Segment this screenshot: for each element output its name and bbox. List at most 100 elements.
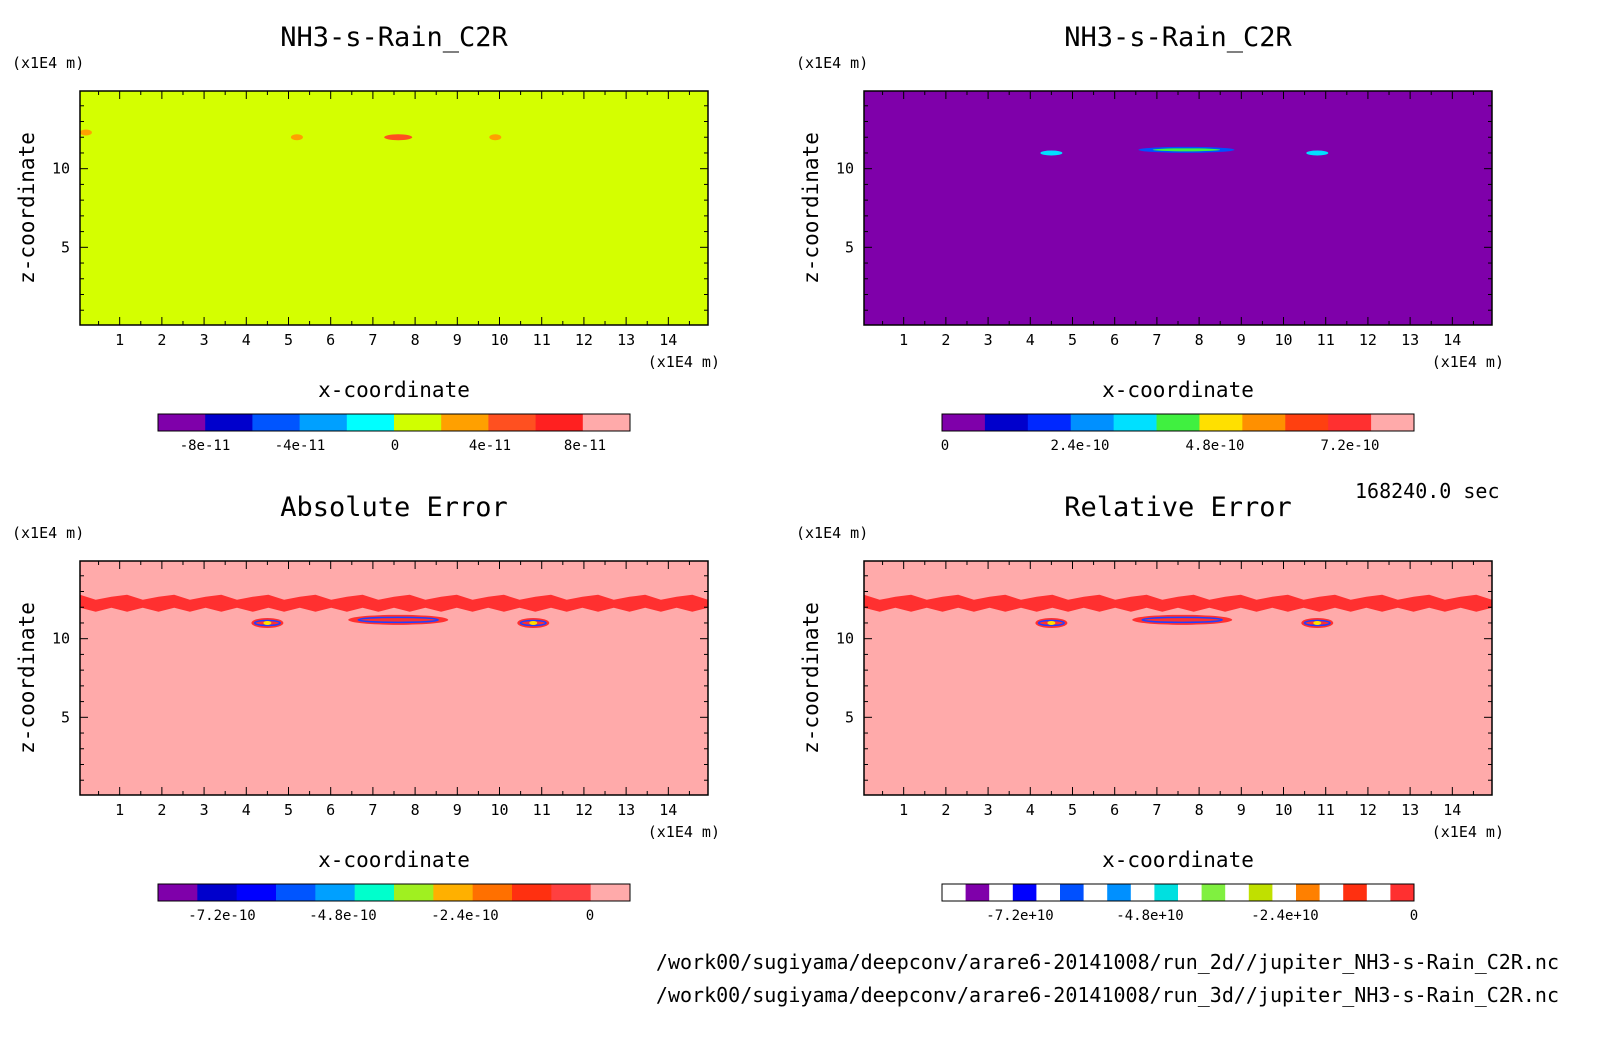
x-tick-label: 12 bbox=[1359, 801, 1377, 819]
colorbar-cell bbox=[535, 414, 584, 431]
contour-line bbox=[1303, 619, 1331, 627]
x-tick-label: 13 bbox=[617, 331, 635, 349]
contour-core bbox=[263, 620, 272, 625]
x-unit-label: (x1E4 m) bbox=[648, 353, 720, 371]
x-tick-label: 8 bbox=[411, 331, 420, 349]
x-tick-label: 4 bbox=[1026, 801, 1035, 819]
colorbar-cell bbox=[1156, 414, 1200, 431]
x-tick-label: 4 bbox=[242, 801, 251, 819]
contour-feature bbox=[348, 614, 449, 625]
x-tick-label: 11 bbox=[1317, 331, 1335, 349]
colorbar-cell bbox=[512, 884, 552, 901]
x-tick-label: 11 bbox=[533, 331, 551, 349]
colorbar-tick-label: -4.8e-10 bbox=[309, 908, 376, 924]
x-tick-label: 5 bbox=[284, 331, 293, 349]
x-tick-label: 2 bbox=[157, 801, 166, 819]
y-tick-label: 5 bbox=[845, 238, 854, 256]
colorbar-cell bbox=[1130, 884, 1155, 901]
x-tick-label: 14 bbox=[1443, 801, 1461, 819]
x-tick-label: 11 bbox=[1317, 801, 1335, 819]
colorbar-cell bbox=[1036, 884, 1061, 901]
colorbar-cell bbox=[1201, 884, 1226, 901]
heatmap-field bbox=[80, 91, 708, 325]
x-tick-label: 11 bbox=[533, 801, 551, 819]
colorbar-tick-label: -4e-11 bbox=[275, 438, 326, 454]
colorbar-tick-label: -8e-11 bbox=[180, 438, 231, 454]
x-tick-label: 12 bbox=[1359, 331, 1377, 349]
x-axis-label: x-coordinate bbox=[1102, 848, 1254, 872]
contour-line bbox=[253, 619, 281, 627]
x-unit-label: (x1E4 m) bbox=[1432, 353, 1504, 371]
chart-panel-1: NH3-s-Rain_C2R(x1E4 m)1 2 3 4 5 6 7 8 9 10 11 12 13 1… bbox=[12, 22, 720, 454]
x-unit-label: (x1E4 m) bbox=[1432, 823, 1504, 841]
x-tick-label: 10 bbox=[490, 801, 508, 819]
chart-title: Relative Error bbox=[1064, 492, 1292, 523]
x-tick-label: 7 bbox=[1152, 801, 1161, 819]
x-tick-label: 6 bbox=[326, 331, 335, 349]
heatmap-field bbox=[864, 91, 1492, 325]
contour-line bbox=[1037, 619, 1065, 627]
time-label: 168240.0 sec bbox=[1355, 479, 1500, 503]
colorbar-tick-label: 8e-11 bbox=[564, 438, 606, 454]
colorbar-tick-label: 4.8e-10 bbox=[1185, 438, 1244, 454]
colorbar-cell bbox=[984, 414, 1029, 431]
chart-title: NH3-s-Rain_C2R bbox=[280, 22, 508, 53]
y-tick-label: 5 bbox=[61, 708, 70, 726]
chart-panel-4: Relative Error(x1E4 m)1 2 3 4 5 6 7 8 9 10 11 12 13 1… bbox=[796, 492, 1504, 924]
y-tick-label: 5 bbox=[845, 708, 854, 726]
chart-panel-2: NH3-s-Rain_C2R(x1E4 m)1 2 3 4 5 6 7 8 9 10 11 12 13 1… bbox=[796, 22, 1504, 454]
colorbar-cell bbox=[1225, 884, 1250, 901]
x-unit-label: (x1E4 m) bbox=[648, 823, 720, 841]
contour-feature bbox=[79, 129, 92, 136]
x-tick-label: 13 bbox=[1401, 801, 1419, 819]
x-tick-label: 3 bbox=[200, 331, 209, 349]
contour-feature bbox=[384, 134, 413, 141]
colorbar-tick-label: 2.4e-10 bbox=[1050, 438, 1109, 454]
x-tick-label: 9 bbox=[1237, 801, 1246, 819]
x-tick-label: 4 bbox=[242, 331, 251, 349]
colorbar-cell bbox=[1107, 884, 1132, 901]
x-tick-label: 14 bbox=[659, 331, 677, 349]
colorbar-cell bbox=[276, 884, 316, 901]
colorbar-cell bbox=[965, 884, 990, 901]
y-axis-label: z-coordinate bbox=[799, 132, 823, 284]
x-tick-label: 10 bbox=[1274, 331, 1292, 349]
contour-core bbox=[1152, 148, 1221, 152]
colorbar-tick-label: -4.8e+10 bbox=[1116, 908, 1183, 924]
x-tick-label: 3 bbox=[984, 331, 993, 349]
colorbar-tick-label: -7.2e-10 bbox=[188, 908, 255, 924]
y-axis-label: z-coordinate bbox=[15, 602, 39, 754]
colorbar-cell bbox=[1343, 884, 1368, 901]
x-tick-label: 1 bbox=[899, 331, 908, 349]
contour-feature bbox=[1306, 150, 1329, 156]
colorbar-cell bbox=[158, 884, 198, 901]
colorbar-cell bbox=[1199, 414, 1243, 431]
colorbar-cell bbox=[1070, 414, 1115, 431]
contour-feature bbox=[290, 134, 303, 141]
x-tick-label: 9 bbox=[1237, 331, 1246, 349]
x-tick-label: 10 bbox=[1274, 801, 1292, 819]
x-tick-label: 1 bbox=[115, 331, 124, 349]
x-tick-label: 9 bbox=[453, 331, 462, 349]
x-tick-label: 1 bbox=[899, 801, 908, 819]
x-axis-label: x-coordinate bbox=[318, 848, 470, 872]
y-tick-label: 10 bbox=[52, 160, 70, 178]
colorbar-cell bbox=[472, 884, 513, 901]
y-axis-label: z-coordinate bbox=[799, 602, 823, 754]
x-tick-label: 5 bbox=[1068, 331, 1077, 349]
colorbar-cell bbox=[1371, 414, 1415, 431]
colorbar-cell bbox=[441, 414, 489, 431]
colorbar-cell bbox=[1027, 414, 1072, 431]
x-tick-label: 12 bbox=[575, 801, 593, 819]
colorbar-tick-label: 0 bbox=[941, 438, 949, 454]
colorbar-tick-label: 0 bbox=[391, 438, 399, 454]
x-axis-label: x-coordinate bbox=[318, 378, 470, 402]
x-tick-label: 9 bbox=[453, 801, 462, 819]
colorbar-cell bbox=[551, 884, 592, 901]
x-tick-label: 5 bbox=[284, 801, 293, 819]
colorbar-tick-label: -7.2e+10 bbox=[986, 908, 1053, 924]
colorbar-cell bbox=[1242, 414, 1286, 431]
x-tick-label: 6 bbox=[1110, 331, 1119, 349]
x-tick-label: 6 bbox=[1110, 801, 1119, 819]
